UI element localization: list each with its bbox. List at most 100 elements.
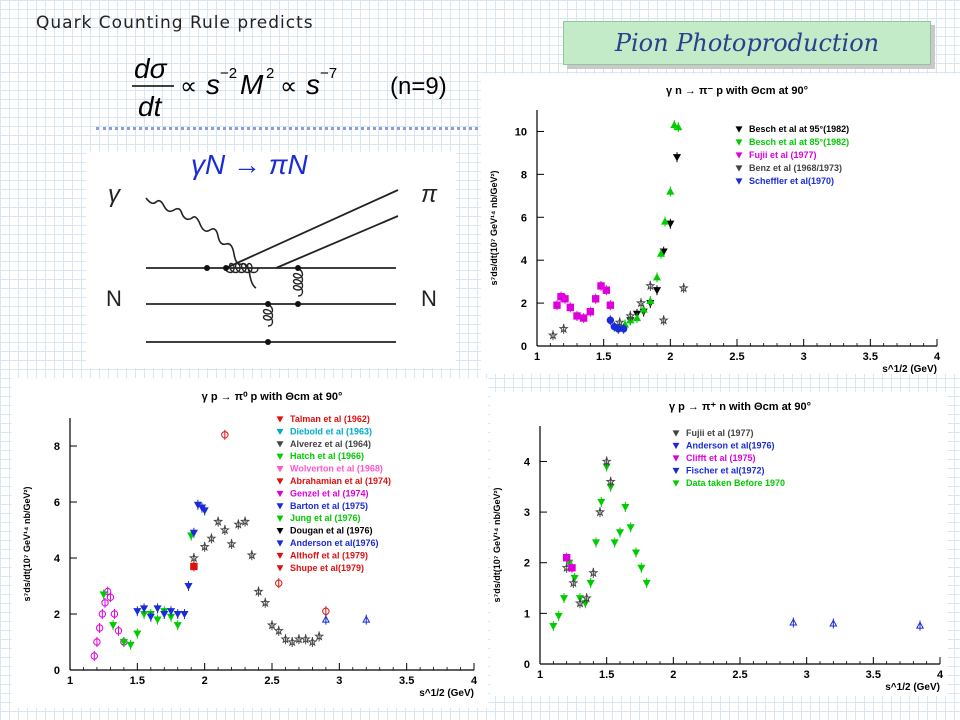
data-point xyxy=(915,621,925,629)
data-point xyxy=(660,217,670,225)
vertex-dot-2 xyxy=(223,265,229,271)
data-point xyxy=(615,529,625,537)
legend-marker xyxy=(735,139,743,146)
y-tick-label: 4 xyxy=(521,255,528,267)
legend-label: Barton et al (1975) xyxy=(290,501,368,511)
data-point xyxy=(586,307,595,316)
vertex-dot-4 xyxy=(295,301,301,307)
legend-marker xyxy=(276,552,284,560)
legend-marker xyxy=(276,478,284,485)
data-point xyxy=(246,549,257,560)
data-point xyxy=(547,329,559,340)
legend-marker xyxy=(672,467,680,475)
legend-label: Anderson et al(1976) xyxy=(686,441,775,451)
data-point xyxy=(180,610,189,619)
legend-marker xyxy=(735,152,743,159)
y-tick-label: 0 xyxy=(524,659,530,671)
chart-title: γ n → π⁻ p with Θcm at 90° xyxy=(666,85,808,97)
legend-label: Besch et al at 95°(1982) xyxy=(749,124,849,134)
data-point xyxy=(109,622,118,630)
data-point xyxy=(95,624,104,632)
legend-label: Besch et al at 85°(1982) xyxy=(749,137,849,147)
data-point xyxy=(199,541,210,552)
data-point xyxy=(114,627,123,635)
data-point xyxy=(321,615,330,623)
chart-gamma-p-pi0: γ p → π⁰ p with Θcm at 90° s⁷ds/dt(10⁷ Ge… xyxy=(22,391,478,699)
legend-label: Diebold et al (1963) xyxy=(290,426,372,436)
data-point xyxy=(90,652,98,660)
y-tick-label: 10 xyxy=(515,126,527,138)
data-point xyxy=(666,187,675,195)
y-tick-label: 1 xyxy=(524,608,530,620)
data-point xyxy=(637,564,646,573)
legend-label: Abrahamian et al (1974) xyxy=(290,476,391,486)
data-point xyxy=(561,295,569,303)
data-point xyxy=(619,325,628,333)
vertex-dot-3 xyxy=(295,265,301,271)
data-point xyxy=(586,579,595,588)
pion-quark-line-2 xyxy=(275,215,399,269)
data-point xyxy=(591,539,601,547)
legend-marker xyxy=(276,540,284,547)
chart-gamma-n: γ n → π⁻ p with Θcm at 90° s⁷ds/dt(10⁷ Ge… xyxy=(489,85,941,375)
x-tick-label: 1.5 xyxy=(596,351,611,363)
legend-label: Fujii et al (1977) xyxy=(749,150,817,160)
x-tick-label: 3.5 xyxy=(399,675,414,687)
x-axis-label: s^1/2 (GeV) xyxy=(885,682,940,693)
y-tick-label: 6 xyxy=(54,497,60,509)
legend-label: Scheffler et al(1970) xyxy=(749,176,834,186)
x-axis-label: s^1/2 (GeV) xyxy=(419,688,474,699)
legend-label: Althoff et al (1979) xyxy=(290,550,368,560)
legend-marker xyxy=(276,503,284,510)
data-point xyxy=(101,599,109,607)
data-point xyxy=(631,549,641,557)
data-point xyxy=(606,301,615,309)
legend-label: Benz et al (1968/1973) xyxy=(749,163,842,173)
x-tick-label: 3.5 xyxy=(866,669,881,681)
data-point xyxy=(625,310,636,321)
formula-n-label: (n=9) xyxy=(390,73,447,100)
x-tick-label: 1 xyxy=(537,669,543,681)
legend-label: Anderson et al(1976) xyxy=(290,538,379,548)
data-point xyxy=(549,622,558,631)
data-point xyxy=(614,317,625,327)
x-tick-label: 4 xyxy=(471,675,478,687)
formula-M-exp: 2 xyxy=(266,65,274,82)
legend-label: Dougan et al (1976) xyxy=(290,526,373,536)
data-point xyxy=(253,586,264,596)
data-point xyxy=(133,630,142,638)
data-point xyxy=(314,631,325,641)
data-point xyxy=(213,516,224,526)
chart-gamma-p-piplus: γ p → π⁺ n with Θcm at 90° s⁷ds/dt(10⁷ Ge… xyxy=(492,401,944,693)
data-point xyxy=(190,562,198,571)
y-tick-label: 8 xyxy=(54,441,60,453)
data-point xyxy=(173,622,182,630)
reaction-label: γN → πN xyxy=(191,152,309,180)
data-point xyxy=(652,287,662,295)
formula-M: M xyxy=(240,69,264,100)
data-point xyxy=(173,610,182,619)
data-point xyxy=(153,605,162,613)
data-point xyxy=(558,323,569,334)
legend-marker xyxy=(276,515,284,522)
legend-label: Fischer et al(1972) xyxy=(686,466,765,476)
legend-label: Fujii et al (1977) xyxy=(686,428,754,438)
quark-counting-formula: dσ dt ∝ s −2 M 2 ∝ s −7 (n=9) xyxy=(132,53,447,122)
x-tick-label: 3 xyxy=(801,351,807,363)
data-point xyxy=(645,280,656,291)
x-tick-label: 2 xyxy=(667,351,673,363)
slide-title: Pion Photoproduction xyxy=(563,21,931,65)
legend-marker xyxy=(735,178,743,185)
data-point xyxy=(126,641,135,650)
legend-label: Jung et al (1976) xyxy=(290,513,361,523)
data-point xyxy=(646,296,655,305)
formula-dsigma: dσ xyxy=(134,53,168,84)
data-point xyxy=(280,633,291,644)
y-tick-label: 4 xyxy=(524,456,531,468)
legend-marker xyxy=(735,165,743,172)
data-point xyxy=(632,313,642,322)
slide-title-text: Pion Photoproduction xyxy=(614,29,880,57)
data-point xyxy=(674,122,683,131)
data-point xyxy=(166,608,176,616)
y-tick-label: 2 xyxy=(521,298,527,310)
